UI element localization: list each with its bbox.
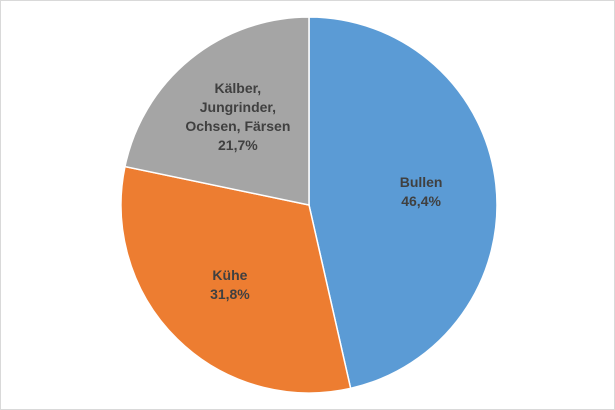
slice-label: Bullen 46,4% [362,173,480,211]
pie-slice [124,16,310,206]
slice-label: Kälber, Jungrinder, Ochsen, Färsen 21,7% [179,79,297,155]
category-label: Kühe [212,267,248,284]
value-label: 21,7% [218,137,258,154]
pie-slice [120,165,352,394]
slice-label: Kühe 31,8% [171,266,289,304]
category-label: Bullen [399,174,443,191]
pie-slice [308,16,498,390]
category-label: Kälber, Jungrinder, Ochsen, Färsen [185,80,291,135]
value-label: 31,8% [210,286,250,303]
value-label: 46,4% [401,193,441,210]
